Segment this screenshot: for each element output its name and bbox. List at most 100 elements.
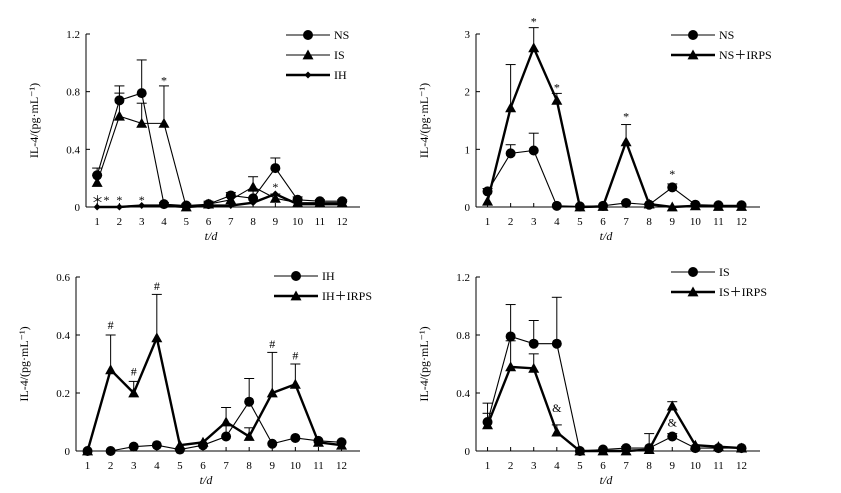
- data-point: [294, 200, 302, 208]
- legend-label: NS＋IRPS: [719, 48, 772, 62]
- x-tick-label: 12: [736, 216, 747, 228]
- x-tick-label: 8: [646, 216, 652, 228]
- x-tick-label: 4: [554, 460, 560, 472]
- x-tick-label: 9: [670, 460, 676, 472]
- legend-marker: [302, 49, 314, 60]
- series-circle: [92, 59, 348, 211]
- x-tick-label: 12: [736, 460, 747, 472]
- chart-panel-4: 00.40.81.21 2 3 4 5 6 7 8 9 10 11 12t/dIL-4/(pg·mL⁻…: [417, 265, 767, 487]
- legend: NS IS IH: [286, 28, 349, 82]
- y-axis-label: IL-4/(pg·mL⁻¹): [27, 83, 41, 158]
- x-tick-label: 11: [713, 216, 724, 228]
- x-tick-label: 1: [485, 460, 491, 472]
- data-point: [220, 416, 232, 427]
- series-line: [96, 115, 343, 208]
- series-line: [86, 333, 342, 452]
- x-tick-label: 7: [228, 216, 234, 228]
- y-tick-label: 3: [465, 29, 471, 41]
- x-tick-label: 3: [531, 216, 537, 228]
- x-tick-label: 8: [250, 216, 256, 228]
- significance-mark: *: [272, 180, 278, 194]
- data-point: [712, 441, 724, 452]
- x-tick-label: 1: [485, 216, 491, 228]
- series-line: [87, 400, 342, 452]
- y-tick-label: 0.6: [56, 272, 70, 284]
- x-tick-label: 3: [139, 216, 145, 228]
- data-point: [667, 182, 678, 193]
- y-tick-label: 1.2: [456, 272, 470, 284]
- data-point: [666, 400, 678, 411]
- legend-label: IS: [334, 48, 345, 62]
- data-point: [597, 445, 609, 456]
- y-tick-label: 1.2: [66, 29, 80, 41]
- x-tick-label: 10: [290, 460, 302, 472]
- y-tick-label: 0: [75, 202, 81, 214]
- series-circle: [82, 378, 347, 456]
- x-axis-label: t/d: [205, 229, 219, 243]
- y-tick-label: 0.4: [66, 144, 80, 156]
- x-tick-label: 3: [131, 460, 137, 472]
- x-tick-label: 8: [646, 460, 652, 472]
- x-tick-label: 7: [223, 460, 229, 472]
- data-point: [482, 419, 494, 430]
- data-point: [270, 163, 281, 174]
- data-point: [621, 197, 632, 208]
- data-point: [82, 445, 94, 456]
- data-point: [505, 331, 516, 342]
- legend-marker: [688, 267, 698, 277]
- data-point: [528, 42, 540, 53]
- data-point: [271, 190, 279, 198]
- legend-marker: [304, 71, 312, 79]
- series-triangle: [82, 293, 348, 456]
- series-diamond: [93, 190, 346, 211]
- data-point: [158, 117, 170, 128]
- data-point: [221, 431, 232, 442]
- x-tick-label: 2: [108, 460, 114, 472]
- data-point: [528, 145, 539, 156]
- series-line: [96, 92, 343, 207]
- legend-marker: [290, 290, 302, 301]
- legend: IS IS＋IRPS: [671, 265, 767, 299]
- y-tick-label: 0: [65, 446, 71, 458]
- data-point: [269, 192, 281, 203]
- y-tick-label: 0.8: [66, 87, 80, 99]
- legend-label: IS＋IRPS: [719, 285, 767, 299]
- data-point: [151, 332, 163, 343]
- significance-mark: *: [116, 193, 122, 207]
- legend-label: IH: [334, 68, 347, 82]
- data-point: [247, 181, 259, 192]
- significance-mark: *: [531, 14, 537, 28]
- data-point: [128, 441, 139, 452]
- data-point: [505, 102, 517, 113]
- x-tick-label: 6: [600, 216, 606, 228]
- data-point: [712, 200, 724, 211]
- y-axis-label: IL-4/(pg·mL⁻¹): [417, 83, 431, 158]
- x-tick-label: 4: [154, 460, 160, 472]
- significance-mark: *: [623, 110, 629, 124]
- data-point: [338, 200, 346, 208]
- data-point: [597, 200, 609, 211]
- x-tick-label: 11: [315, 216, 326, 228]
- series-triangle: [91, 85, 348, 212]
- data-point: [266, 387, 278, 398]
- legend-marker: [291, 271, 301, 281]
- data-point: [551, 338, 562, 349]
- data-point: [312, 436, 324, 447]
- data-point: [551, 94, 563, 105]
- data-point: [336, 439, 348, 450]
- series-line: [97, 192, 343, 209]
- data-point: [93, 203, 101, 211]
- data-point: [574, 445, 586, 456]
- legend-marker: [688, 30, 698, 40]
- data-point: [244, 396, 255, 407]
- x-tick-label: 2: [508, 460, 514, 472]
- x-tick-label: 8: [246, 460, 252, 472]
- series-line: [486, 44, 742, 209]
- data-point: [528, 362, 540, 373]
- legend-marker: [303, 30, 313, 40]
- data-point: [551, 200, 562, 211]
- x-tick-label: 12: [337, 216, 348, 228]
- data-point: [136, 117, 148, 128]
- x-tick-label: 2: [508, 216, 514, 228]
- data-point: [482, 195, 494, 206]
